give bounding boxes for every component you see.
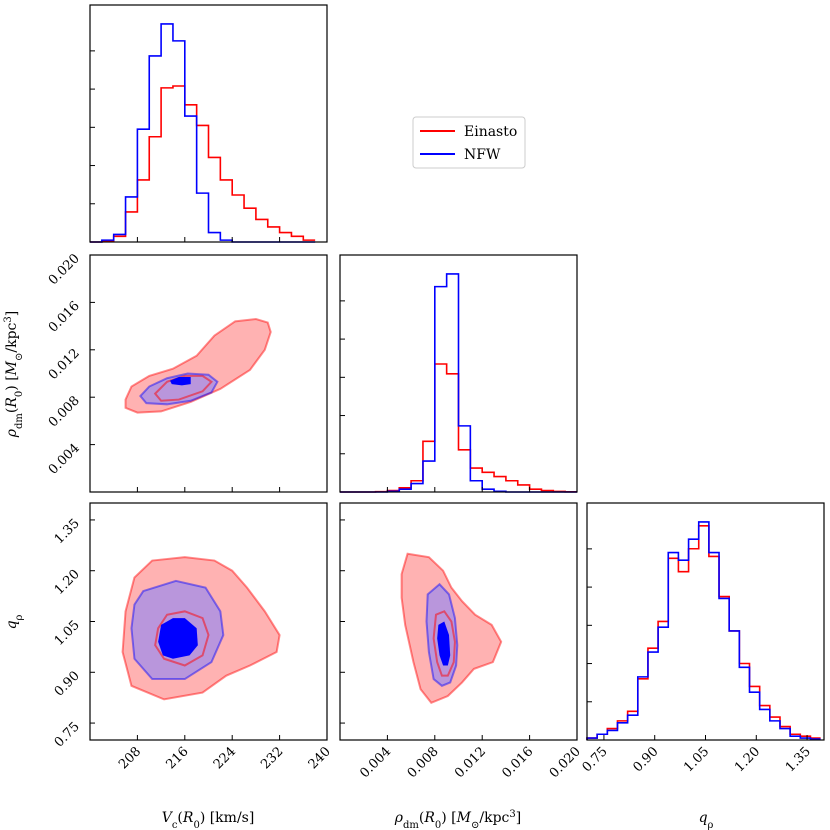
histogram-q-einasto: [586, 524, 821, 740]
contour-q-vs-vc-einasto-inner-line: [154, 610, 210, 667]
x-axis-title-rho-part: 3: [509, 809, 515, 820]
y-axis-title-rho-part: dm: [14, 413, 25, 429]
legend-label-nfw: NFW: [464, 147, 501, 163]
x-axis-title-rho-part: dm: [403, 820, 419, 830]
legend-label-einasto: Einasto: [464, 124, 517, 140]
x-tick-label-vc-1: 216: [163, 744, 191, 772]
y-axis-title-rho-part: 0: [14, 391, 25, 397]
y-axis-title-rho-part: ρ: [4, 428, 20, 438]
x-axis-title-rho-part: ρ: [394, 810, 404, 826]
y-axis-title-rho-part: ]: [4, 311, 20, 316]
y-axis-title-rho-part: ) [: [4, 375, 20, 390]
x-tick-label-rho-3: 0.016: [500, 744, 537, 781]
x-tick-label-vc-2: 224: [211, 744, 239, 772]
x-axis-title-vc-part: ) [km/s]: [200, 810, 255, 826]
y-axis-title-rho-part: /kpc: [4, 322, 20, 352]
x-axis-title-rho-part: M: [456, 810, 472, 826]
y-tick-label-rho-3: 0.016: [46, 299, 83, 336]
y-tick-label-rho-1: 0.008: [46, 393, 83, 430]
y-tick-label-rho-2: 0.012: [46, 346, 83, 383]
contour-q-vs-rho-nfw-inner-fill: [437, 621, 451, 666]
x-axis-title-rho-part: ]: [516, 810, 521, 826]
y-tick-label-q-3: 1.20: [52, 567, 83, 598]
x-axis-title-vc-part: c: [172, 820, 178, 830]
contour-q-vs-rho-nfw-outer-line: [425, 582, 459, 687]
x-tick-label-q-2: 1.05: [681, 744, 712, 775]
x-axis-title-rho-part: ⊙: [471, 820, 479, 830]
x-tick-label-q-0: 0.75: [580, 744, 611, 775]
x-tick-label-q-4: 1.35: [783, 744, 814, 775]
y-axis-title-q-part: ρ: [14, 614, 25, 620]
contour-q-vs-rho-einasto-inner-line: [432, 610, 456, 677]
legend: Einasto NFW: [412, 116, 526, 169]
x-tick-label-vc-3: 232: [258, 744, 286, 772]
y-axis-title-q-part: q: [4, 620, 20, 629]
panel-frame-2-2: [586, 502, 825, 741]
x-axis-title-rho-part: 0: [435, 820, 441, 830]
x-axis-title-rho-part: R: [423, 810, 435, 826]
x-tick-label-rho-0: 0.004: [357, 744, 394, 781]
contour-q-vs-vc-einasto-outer-line: [121, 556, 281, 701]
contour-rho-vs-vc-nfw-outer-line: [139, 372, 219, 406]
contour-rho-vs-vc-nfw-outer-fill: [140, 373, 218, 405]
x-tick-label-q-1: 0.90: [630, 744, 661, 775]
contour-rho-vs-vc-einasto-outer-line: [124, 317, 272, 414]
y-axis-title-rho-part: R: [4, 397, 20, 409]
y-axis-title-rho-part: M: [4, 360, 20, 376]
y-tick-label-q-1: 0.90: [52, 669, 83, 700]
contour-line-layer: [121, 317, 503, 704]
x-axis-title-vc: Vc(R0) [km/s]: [162, 810, 255, 830]
axis-title-layer: Vc(R0) [km/s] ρdm(R0) [M⊙/kpc3] qρρdm(R0) …: [3, 311, 714, 830]
x-tick-label-rho-1: 0.008: [405, 744, 442, 781]
x-axis-title-q-part: q: [699, 810, 708, 826]
x-tick-label-rho-2: 0.012: [452, 744, 489, 781]
y-axis-title-rho-part: ⊙: [14, 353, 25, 361]
x-axis-title-vc-part: 0: [193, 820, 199, 830]
histogram-q-nfw: [586, 521, 821, 740]
panel-frame-1-0: [89, 254, 328, 493]
contour-fill-layer: [122, 318, 502, 703]
x-tick-label-rho-4: 0.020: [547, 744, 584, 781]
y-axis-title-rho: ρdm(R0) [M⊙/kpc3]: [3, 311, 25, 438]
contour-rho-vs-vc-nfw-inner-fill: [169, 377, 191, 386]
y-tick-label-q-0: 0.75: [52, 719, 83, 750]
x-axis-title-rho: ρdm(R0) [M⊙/kpc3]: [394, 809, 521, 830]
histogram-vc-nfw: [90, 23, 316, 243]
x-tick-label-vc-4: 240: [306, 744, 334, 772]
y-tick-label-q-4: 1.35: [52, 516, 83, 547]
x-tick-label-vc-0: 208: [116, 744, 144, 772]
contour-q-vs-vc-nfw-inner-fill: [158, 618, 198, 659]
panel-frame-1-1: [339, 254, 578, 493]
x-axis-title-q-part: ρ: [708, 820, 714, 830]
x-axis-title-vc-part: (: [177, 810, 182, 826]
y-axis-title-rho-part: (: [4, 408, 20, 413]
x-axis-title-rho-part: ) [: [441, 810, 456, 826]
x-axis-title-rho-part: /kpc: [479, 810, 509, 826]
contour-q-vs-vc-nfw-outer-line: [130, 579, 225, 681]
x-axis-title-vc-part: R: [182, 810, 194, 826]
y-tick-label-rho-0: 0.004: [46, 441, 83, 478]
contour-q-vs-rho-einasto-outer-line: [400, 552, 503, 704]
x-axis-title-rho-part: (: [419, 810, 424, 826]
x-axis-title-q: qρ: [699, 810, 714, 830]
histogram-vc-einasto: [90, 85, 316, 243]
legend-frame: [412, 116, 526, 169]
y-tick-label-q-2: 1.05: [52, 618, 83, 649]
panel-frame-0-0: [89, 4, 328, 243]
histogram-rho-nfw: [340, 273, 577, 493]
y-axis-title-q: qρ: [4, 614, 25, 629]
x-axis-title-vc-part: V: [162, 810, 174, 826]
x-tick-label-q-3: 1.20: [732, 744, 763, 775]
y-axis-title-rho-part: 3: [3, 316, 14, 322]
tick-layer: [90, 50, 808, 740]
y-tick-label-rho-4: 0.020: [46, 251, 83, 288]
